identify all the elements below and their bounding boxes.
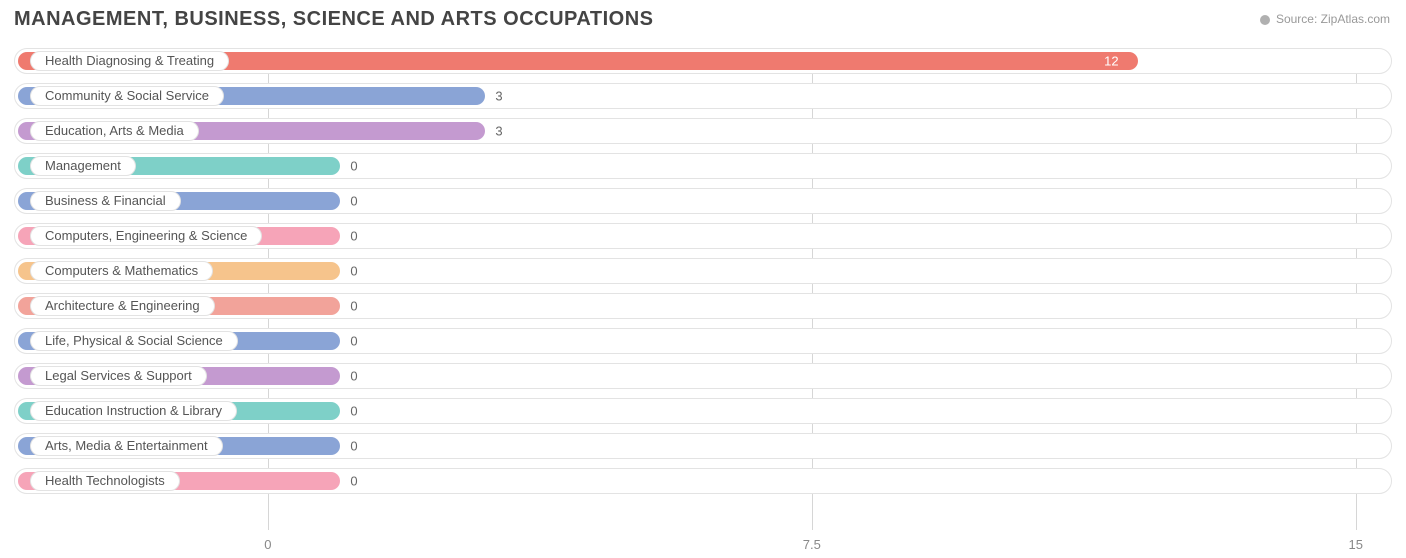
bar-value: 0 — [350, 474, 357, 489]
bar-value: 3 — [495, 89, 502, 104]
bar-row: Education Instruction & Library 0 — [14, 398, 1392, 424]
bar-row: Arts, Media & Entertainment 0 — [14, 433, 1392, 459]
bar-row: Computers, Engineering & Science 0 — [14, 223, 1392, 249]
bar-row: Architecture & Engineering 0 — [14, 293, 1392, 319]
bar-label: Community & Social Service — [30, 86, 224, 106]
bar-label: Life, Physical & Social Science — [30, 331, 238, 351]
x-axis-tick-label: 7.5 — [803, 537, 821, 552]
bar-label: Health Diagnosing & Treating — [30, 51, 229, 71]
bar-value: 0 — [350, 404, 357, 419]
bar-value: 3 — [495, 124, 502, 139]
bar-label: Education, Arts & Media — [30, 121, 199, 141]
bar-value: 0 — [350, 299, 357, 314]
chart-container: MANAGEMENT, BUSINESS, SCIENCE AND ARTS O… — [0, 0, 1406, 558]
bar-row: Computers & Mathematics 0 — [14, 258, 1392, 284]
bar-row: Community & Social Service 3 — [14, 83, 1392, 109]
source-dot-icon — [1260, 15, 1270, 25]
bar-value: 0 — [350, 369, 357, 384]
bar-value: 0 — [350, 159, 357, 174]
x-axis-tick-label: 15 — [1349, 537, 1363, 552]
bar-label: Health Technologists — [30, 471, 180, 491]
bar-value: 0 — [350, 439, 357, 454]
source-text: Source: ZipAtlas.com — [1276, 12, 1390, 26]
bar-label: Legal Services & Support — [30, 366, 207, 386]
bar-label: Business & Financial — [30, 191, 181, 211]
bar-label: Architecture & Engineering — [30, 296, 215, 316]
bar-value: 0 — [350, 194, 357, 209]
bar-value: 12 — [1104, 54, 1118, 69]
bar-label: Management — [30, 156, 136, 176]
bar-row: Health Technologists 0 — [14, 468, 1392, 494]
bar-row: Health Diagnosing & Treating 12 — [14, 48, 1392, 74]
bar-row: Legal Services & Support 0 — [14, 363, 1392, 389]
bar-label: Education Instruction & Library — [30, 401, 237, 421]
bar-label: Arts, Media & Entertainment — [30, 436, 223, 456]
x-axis-tick-label: 0 — [264, 537, 271, 552]
bar-row: Business & Financial 0 — [14, 188, 1392, 214]
bar-value: 0 — [350, 264, 357, 279]
bar-row: Life, Physical & Social Science 0 — [14, 328, 1392, 354]
bar-row: Management 0 — [14, 153, 1392, 179]
chart-title: MANAGEMENT, BUSINESS, SCIENCE AND ARTS O… — [14, 8, 653, 31]
bar-value: 0 — [350, 229, 357, 244]
bar-row: Education, Arts & Media 3 — [14, 118, 1392, 144]
bar-value: 0 — [350, 334, 357, 349]
bar-label: Computers & Mathematics — [30, 261, 213, 281]
bar-label: Computers, Engineering & Science — [30, 226, 262, 246]
chart-plot-area: Health Diagnosing & Treating 12 Community … — [14, 48, 1392, 530]
source-attribution: Source: ZipAtlas.com — [1260, 12, 1390, 26]
